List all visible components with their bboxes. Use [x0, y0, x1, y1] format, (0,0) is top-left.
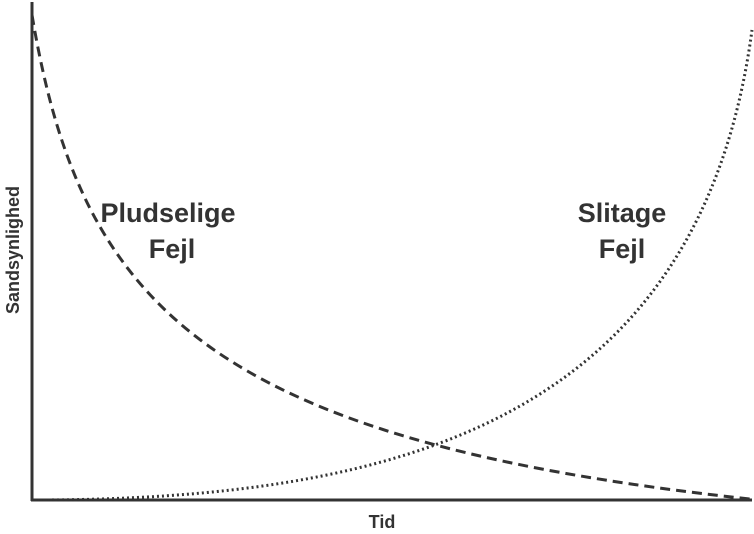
y-axis-label: Sandsynlighed: [3, 186, 23, 314]
wearout-curve: [31, 29, 754, 502]
annotation-line: Slitage: [578, 198, 667, 228]
annotation-line: Pludselige: [100, 198, 235, 228]
x-axis-label: Tid: [369, 512, 396, 532]
annotation-line: Fejl: [599, 234, 646, 264]
early-failure-curve: [30, 14, 751, 501]
annotation-line: Fejl: [149, 234, 196, 264]
